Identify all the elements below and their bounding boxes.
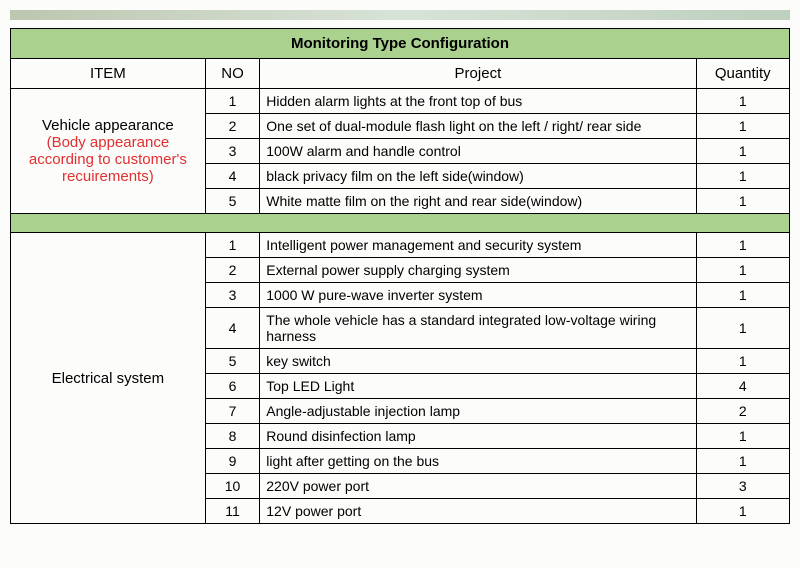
- row-qty: 1: [696, 424, 789, 449]
- row-project: Round disinfection lamp: [260, 424, 696, 449]
- col-item: ITEM: [11, 59, 206, 89]
- row-project: key switch: [260, 349, 696, 374]
- top-remnant-strip: [10, 10, 790, 20]
- row-project: External power supply charging system: [260, 258, 696, 283]
- row-no: 5: [205, 349, 260, 374]
- row-project: 12V power port: [260, 499, 696, 524]
- title-row: Monitoring Type Configuration: [11, 29, 790, 59]
- row-project: Angle-adjustable injection lamp: [260, 399, 696, 424]
- row-no: 3: [205, 283, 260, 308]
- row-no: 1: [205, 233, 260, 258]
- row-project: 220V power port: [260, 474, 696, 499]
- table-row: Vehicle appearance (Body appearance acco…: [11, 89, 790, 114]
- row-qty: 1: [696, 258, 789, 283]
- row-project: 1000 W pure-wave inverter system: [260, 283, 696, 308]
- item-lines-red: (Body appearance according to customer's…: [29, 134, 187, 185]
- table-title: Monitoring Type Configuration: [11, 29, 790, 59]
- row-no: 4: [205, 308, 260, 349]
- row-no: 11: [205, 499, 260, 524]
- row-no: 10: [205, 474, 260, 499]
- row-qty: 1: [696, 349, 789, 374]
- row-project: One set of dual-module flash light on th…: [260, 114, 696, 139]
- header-row: ITEM NO Project Quantity: [11, 59, 790, 89]
- config-table: Monitoring Type Configuration ITEM NO Pr…: [10, 28, 790, 524]
- table-row: Electrical system 1 Intelligent power ma…: [11, 233, 790, 258]
- row-no: 2: [205, 258, 260, 283]
- section-item-vehicle: Vehicle appearance (Body appearance acco…: [11, 89, 206, 214]
- row-qty: 1: [696, 449, 789, 474]
- row-qty: 1: [696, 89, 789, 114]
- row-no: 8: [205, 424, 260, 449]
- row-project: light after getting on the bus: [260, 449, 696, 474]
- row-no: 9: [205, 449, 260, 474]
- green-separator: [11, 214, 790, 233]
- section-separator: [11, 214, 790, 233]
- row-qty: 1: [696, 308, 789, 349]
- row-no: 6: [205, 374, 260, 399]
- row-qty: 1: [696, 189, 789, 214]
- row-qty: 1: [696, 499, 789, 524]
- col-no: NO: [205, 59, 260, 89]
- col-project: Project: [260, 59, 696, 89]
- row-project: Top LED Light: [260, 374, 696, 399]
- row-qty: 1: [696, 164, 789, 189]
- item-line1: Vehicle appearance: [42, 117, 174, 134]
- row-no: 7: [205, 399, 260, 424]
- row-qty: 1: [696, 114, 789, 139]
- item-line1: Electrical system: [52, 370, 165, 387]
- row-qty: 1: [696, 139, 789, 164]
- section-item-electrical: Electrical system: [11, 233, 206, 524]
- row-no: 4: [205, 164, 260, 189]
- row-project: Hidden alarm lights at the front top of …: [260, 89, 696, 114]
- row-project: 100W alarm and handle control: [260, 139, 696, 164]
- row-no: 2: [205, 114, 260, 139]
- col-quantity: Quantity: [696, 59, 789, 89]
- row-qty: 4: [696, 374, 789, 399]
- row-project: White matte film on the right and rear s…: [260, 189, 696, 214]
- row-qty: 1: [696, 233, 789, 258]
- row-project: black privacy film on the left side(wind…: [260, 164, 696, 189]
- row-qty: 1: [696, 283, 789, 308]
- row-qty: 2: [696, 399, 789, 424]
- row-qty: 3: [696, 474, 789, 499]
- row-no: 5: [205, 189, 260, 214]
- row-no: 1: [205, 89, 260, 114]
- row-project: Intelligent power management and securit…: [260, 233, 696, 258]
- row-project: The whole vehicle has a standard integra…: [260, 308, 696, 349]
- row-no: 3: [205, 139, 260, 164]
